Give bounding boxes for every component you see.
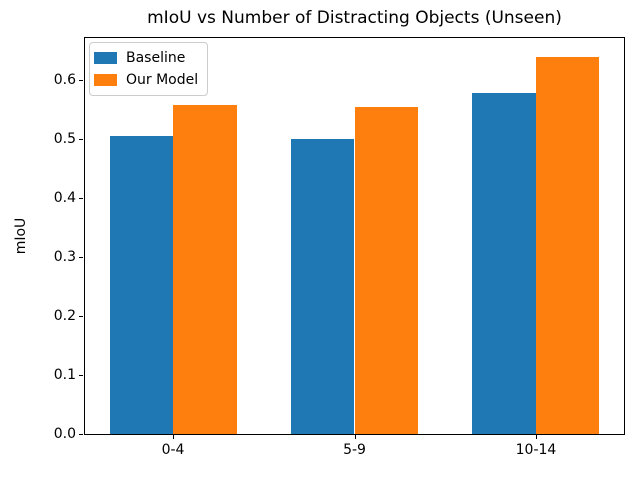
plot-area: Baseline Our Model 0-4 5-9 10-14 0.0 0.1 0.2 0…: [54, 37, 625, 458]
legend-label-our-model: Our Model: [126, 72, 199, 88]
y-tick-mark-0.0: [79, 434, 83, 435]
bar-our-model-0-4: [173, 105, 237, 434]
x-tick-mark-5-9: [354, 435, 356, 439]
y-tick-label-0.6: 0.6: [53, 72, 76, 89]
y-tick-label-0.5: 0.5: [53, 131, 76, 148]
bar-baseline-0-4: [109, 136, 174, 434]
our-model-color-swatch-icon: [94, 74, 117, 86]
legend-label-baseline: Baseline: [126, 50, 186, 66]
bar-baseline-5-9: [290, 139, 355, 434]
y-tick-mark-0.5: [79, 139, 83, 141]
bar-our-model-5-9: [354, 106, 419, 434]
y-tick-label-0.0: 0.0: [53, 426, 76, 442]
y-tick-mark-0.3: [79, 257, 83, 259]
legend-item-our-model: Our Model: [94, 69, 198, 91]
legend-item-baseline: Baseline: [94, 47, 198, 69]
x-tick-label-0-4: 0-4: [161, 442, 185, 458]
x-tick-label-5-9: 5-9: [343, 442, 366, 458]
legend: Baseline Our Model: [89, 42, 209, 96]
chart-title: mIoU vs Number of Distracting Objects (U…: [147, 8, 562, 28]
x-tick-label-10-14: 10-14: [515, 442, 557, 458]
y-tick-label-0.4: 0.4: [53, 190, 76, 207]
y-tick-mark-0.6: [79, 80, 83, 82]
x-tick-mark-10-14: [535, 435, 537, 439]
bar-our-model-10-14: [535, 56, 600, 434]
y-tick-mark-0.4: [79, 198, 83, 200]
baseline-color-swatch-icon: [94, 52, 117, 64]
y-tick-label-0.3: 0.3: [53, 249, 76, 266]
y-tick-label-0.2: 0.2: [53, 308, 76, 325]
x-tick-mark-0-4: [173, 435, 175, 439]
bar-baseline-10-14: [472, 93, 536, 434]
y-tick-label-0.1: 0.1: [53, 367, 76, 384]
y-tick-mark-0.2: [79, 316, 83, 318]
y-tick-mark-0.1: [79, 375, 83, 377]
